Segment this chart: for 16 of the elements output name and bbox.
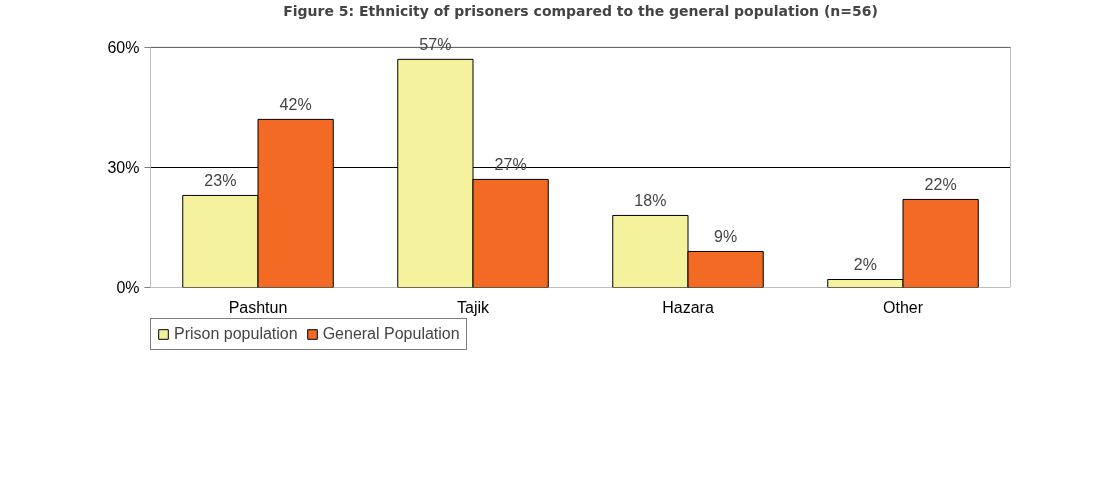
y-tick-label: 60% [107,38,140,56]
data-label: 23% [204,172,237,190]
x-tick-label: Tajik [457,298,490,316]
legend-label: Prison population [174,325,298,343]
chart-title: Figure 5: Ethnicity of prisoners compared to the general population (n=56) [283,2,878,19]
legend-label: General Population [322,325,460,343]
x-tick-label: Pashtun [228,298,288,316]
data-label: 18% [634,192,667,210]
x-tick-label: Hazara [662,298,714,316]
data-label: 42% [279,96,312,114]
data-label: 2% [853,256,877,274]
x-tick-label: Other [882,298,924,316]
data-label: 22% [924,176,957,194]
data-label: 9% [714,228,738,246]
y-tick-label: 30% [107,158,140,176]
y-tick-label: 0% [116,279,140,296]
